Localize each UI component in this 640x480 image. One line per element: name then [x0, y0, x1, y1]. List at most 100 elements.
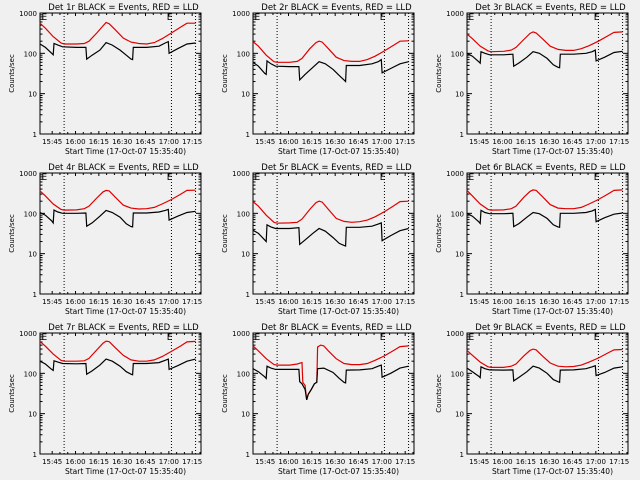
event-marker: E [255, 333, 261, 343]
events-series-line [252, 58, 409, 83]
y-tick-label: 10 [455, 251, 464, 259]
y-tick-label: 10 [455, 91, 464, 99]
y-tick-label: 1 [246, 131, 250, 139]
x-tick-label: 17:00 [586, 138, 606, 146]
plot-frame [39, 172, 202, 295]
y-axis-label: Counts/sec [221, 54, 229, 93]
y-axis-label: Counts/sec [8, 214, 16, 253]
x-axis-label: Start Time (17-Oct-07 15:35:40) [278, 467, 399, 476]
x-tick-label: 16:15 [89, 298, 109, 306]
x-tick-label: 15:45 [469, 138, 489, 146]
x-axis-label: Start Time (17-Oct-07 15:35:40) [278, 307, 399, 316]
panel-title: Det 4r BLACK = Events, RED = LLD [48, 163, 199, 173]
event-marker: E [255, 173, 261, 183]
panel-title: Det 3r BLACK = Events, RED = LLD [475, 3, 626, 13]
x-tick-label: 17:15 [182, 298, 202, 306]
detector-panel-4: Det 4r BLACK = Events, RED = LLD 1 10 100 10… [8, 163, 202, 316]
x-tick-label: 17:15 [609, 298, 629, 306]
x-tick-label: 16:15 [516, 138, 536, 146]
event-marker: E [469, 173, 475, 183]
y-tick-label: 1000 [19, 10, 37, 18]
event-marker: E [255, 13, 261, 23]
y-axis-label: Counts/sec [221, 374, 229, 413]
y-tick-label: 1000 [19, 330, 37, 338]
x-tick-label: 16:15 [302, 298, 322, 306]
x-tick-label: 17:00 [372, 298, 392, 306]
x-tick-label: 16:30 [539, 298, 559, 306]
detector-panel-1: Det 1r BLACK = Events, RED = LLD 1 10 100 10… [8, 3, 202, 156]
y-axis-label: Counts/sec [8, 374, 16, 413]
event-marker: E [42, 333, 48, 343]
y-tick-label: 1000 [446, 170, 464, 178]
event-marker: E [42, 173, 48, 183]
x-tick-label: 16:00 [278, 138, 298, 146]
x-tick-label: 17:00 [159, 458, 179, 466]
x-axis-label: Start Time (17-Oct-07 15:35:40) [492, 147, 613, 156]
events-series-line [39, 208, 196, 228]
x-tick-label: 16:30 [325, 458, 345, 466]
x-tick-label: 17:15 [395, 138, 415, 146]
y-axis-label: Counts/sec [435, 214, 443, 253]
events-series-line [252, 364, 409, 401]
x-tick-label: 16:15 [89, 138, 109, 146]
detector-panel-5: Det 5r BLACK = Events, RED = LLD 1 10 100 10… [221, 163, 415, 316]
y-tick-label: 1 [460, 451, 464, 459]
event-marker: E [380, 173, 386, 183]
panel-title: Det 1r BLACK = Events, RED = LLD [48, 3, 199, 13]
y-tick-label: 1000 [19, 170, 37, 178]
x-tick-label: 16:30 [112, 138, 132, 146]
event-marker: E [469, 333, 475, 343]
x-tick-label: 16:45 [348, 298, 368, 306]
x-tick-label: 15:45 [42, 138, 62, 146]
x-tick-label: 16:00 [65, 298, 85, 306]
plot-frame [466, 172, 629, 295]
event-marker: E [380, 333, 386, 343]
y-tick-label: 100 [24, 50, 37, 58]
event-marker: E [594, 173, 600, 183]
y-tick-label: 100 [451, 210, 464, 218]
x-tick-label: 16:45 [348, 138, 368, 146]
x-tick-label: 16:45 [562, 298, 582, 306]
x-tick-label: 16:15 [516, 298, 536, 306]
x-tick-label: 16:45 [348, 458, 368, 466]
x-axis-label: Start Time (17-Oct-07 15:35:40) [492, 307, 613, 316]
y-tick-label: 1 [246, 291, 250, 299]
events-series-line [252, 222, 409, 247]
x-tick-label: 15:45 [255, 458, 275, 466]
panel-title: Det 9r BLACK = Events, RED = LLD [475, 323, 626, 333]
lld-series-line [39, 189, 196, 211]
y-tick-label: 10 [28, 91, 37, 99]
x-tick-label: 16:00 [492, 458, 512, 466]
event-marker: E [469, 13, 475, 23]
x-tick-label: 16:00 [65, 458, 85, 466]
x-tick-label: 16:45 [135, 298, 155, 306]
plot-frame [252, 172, 415, 295]
panel-title: Det 8r BLACK = Events, RED = LLD [261, 323, 412, 333]
x-axis-label: Start Time (17-Oct-07 15:35:40) [65, 147, 186, 156]
x-tick-label: 17:15 [395, 298, 415, 306]
event-marker: E [167, 13, 173, 23]
x-tick-label: 16:30 [325, 298, 345, 306]
y-tick-label: 1 [460, 131, 464, 139]
x-tick-label: 17:00 [159, 298, 179, 306]
x-tick-label: 15:45 [255, 298, 275, 306]
x-tick-label: 16:45 [562, 458, 582, 466]
event-marker: E [594, 333, 600, 343]
x-axis-label: Start Time (17-Oct-07 15:35:40) [65, 307, 186, 316]
x-tick-label: 15:45 [469, 298, 489, 306]
x-tick-label: 16:00 [492, 298, 512, 306]
x-tick-label: 15:45 [42, 298, 62, 306]
y-tick-label: 100 [237, 210, 250, 218]
y-axis-label: Counts/sec [435, 54, 443, 93]
y-tick-label: 1 [33, 131, 37, 139]
plot-frame [466, 332, 629, 455]
x-tick-label: 16:00 [278, 298, 298, 306]
y-tick-label: 1000 [446, 10, 464, 18]
y-tick-label: 100 [24, 210, 37, 218]
x-tick-label: 17:00 [586, 298, 606, 306]
x-tick-label: 16:30 [112, 458, 132, 466]
detector-panel-2: Det 2r BLACK = Events, RED = LLD 1 10 100 10… [221, 3, 415, 156]
detector-panel-6: Det 6r BLACK = Events, RED = LLD 1 10 100 10… [435, 163, 629, 316]
panel-title: Det 6r BLACK = Events, RED = LLD [475, 163, 626, 173]
